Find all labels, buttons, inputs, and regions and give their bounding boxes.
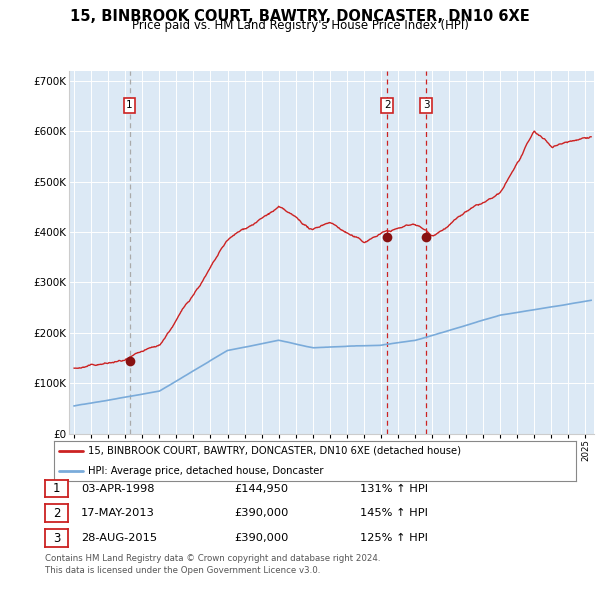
Text: £390,000: £390,000 xyxy=(234,509,289,518)
Text: HPI: Average price, detached house, Doncaster: HPI: Average price, detached house, Donc… xyxy=(88,466,323,476)
Text: Contains HM Land Registry data © Crown copyright and database right 2024.: Contains HM Land Registry data © Crown c… xyxy=(45,555,380,563)
Text: 15, BINBROOK COURT, BAWTRY, DONCASTER, DN10 6XE: 15, BINBROOK COURT, BAWTRY, DONCASTER, D… xyxy=(70,9,530,24)
Text: 15, BINBROOK COURT, BAWTRY, DONCASTER, DN10 6XE (detached house): 15, BINBROOK COURT, BAWTRY, DONCASTER, D… xyxy=(88,446,461,455)
Text: 1: 1 xyxy=(126,100,133,110)
Text: Price paid vs. HM Land Registry's House Price Index (HPI): Price paid vs. HM Land Registry's House … xyxy=(131,19,469,32)
Text: This data is licensed under the Open Government Licence v3.0.: This data is licensed under the Open Gov… xyxy=(45,566,320,575)
Text: 2: 2 xyxy=(384,100,391,110)
Text: £144,950: £144,950 xyxy=(234,484,288,493)
Text: 3: 3 xyxy=(423,100,430,110)
Text: 1: 1 xyxy=(53,482,60,495)
Text: 28-AUG-2015: 28-AUG-2015 xyxy=(81,533,157,543)
Text: 2: 2 xyxy=(53,507,60,520)
Text: £390,000: £390,000 xyxy=(234,533,289,543)
Text: 03-APR-1998: 03-APR-1998 xyxy=(81,484,155,493)
Text: 145% ↑ HPI: 145% ↑ HPI xyxy=(360,509,428,518)
Text: 131% ↑ HPI: 131% ↑ HPI xyxy=(360,484,428,493)
Text: 17-MAY-2013: 17-MAY-2013 xyxy=(81,509,155,518)
Text: 125% ↑ HPI: 125% ↑ HPI xyxy=(360,533,428,543)
Text: 3: 3 xyxy=(53,532,60,545)
